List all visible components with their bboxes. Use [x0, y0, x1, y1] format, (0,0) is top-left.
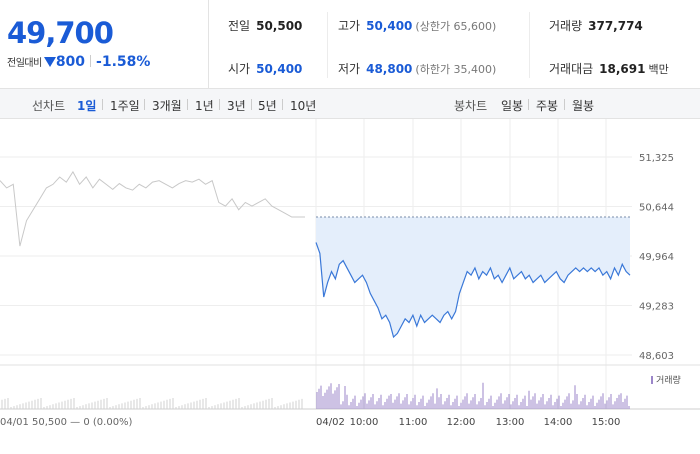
- trade-amount: 거래대금 18,691 백만: [549, 62, 669, 76]
- trade-amount-value: 18,691: [599, 62, 646, 76]
- change-rate: -1.58%: [96, 54, 151, 70]
- line-chart-label: 선차트: [32, 99, 66, 113]
- volume-value: 377,774: [588, 19, 643, 33]
- tab-10-years[interactable]: 10년: [290, 99, 317, 113]
- quote-details: 전일 50,500 시가 50,400 고가 50,400 (상한가 65,600) 저…: [0, 0, 700, 89]
- tab-1-day[interactable]: 1일: [77, 99, 97, 113]
- tab-3-years[interactable]: 3년: [227, 99, 246, 113]
- prev-close: 전일 50,500: [228, 19, 303, 33]
- high-price: 고가 50,400 (상한가 65,600): [338, 19, 497, 33]
- candle-chart-label: 봉차트: [454, 99, 488, 113]
- y-tick-label: 51,325: [639, 153, 674, 164]
- prev-close-value: 50,500: [256, 19, 303, 33]
- tab-5-years[interactable]: 5년: [258, 99, 277, 113]
- current-price: 49,700: [7, 16, 114, 50]
- y-tick-label: 50,644: [639, 203, 674, 214]
- divider: [187, 99, 188, 110]
- tab-daily-candle[interactable]: 일봉: [501, 99, 524, 113]
- open-price-value: 50,400: [256, 62, 303, 76]
- change-label: 전일대비: [7, 58, 42, 69]
- previous-day-summary: 04/01 50,500 — 0 (0.00%): [0, 417, 133, 428]
- x-tick-label: 14:00: [544, 417, 573, 428]
- divider: [528, 99, 529, 110]
- tab-1-year[interactable]: 1년: [195, 99, 214, 113]
- divider: [102, 99, 103, 110]
- low-price: 저가 48,800 (하한가 35,400): [338, 62, 497, 76]
- tab-3-months[interactable]: 3개월: [152, 99, 182, 113]
- tab-weekly-candle[interactable]: 주봉: [536, 99, 559, 113]
- x-tick-label: 15:00: [592, 417, 621, 428]
- quote-summary: 49,700 전일대비 800 -1.58% 전일 50,500 시가 50,400 고…: [0, 0, 700, 89]
- open-price: 시가 50,400: [228, 62, 303, 76]
- trade-amount-unit: 백만: [648, 63, 669, 76]
- y-tick-label: 49,283: [639, 302, 674, 313]
- current-price-box: 49,700 전일대비 800 -1.58%: [0, 0, 209, 89]
- divider: [219, 99, 220, 110]
- x-tick-label: 04/02: [316, 417, 345, 428]
- change-amount: 800: [55, 54, 86, 70]
- divider: [251, 99, 252, 110]
- divider: [529, 12, 530, 78]
- upper-limit: (상한가 65,600): [415, 20, 497, 33]
- y-tick-label: 48,603: [639, 351, 674, 362]
- volume: 거래량 377,774: [549, 19, 643, 33]
- high-price-value: 50,400: [366, 19, 413, 33]
- price-chart[interactable]: 51,325 50,644 49,964 49,283 48,603 거래량 04/02 10…: [0, 119, 700, 450]
- price-line: [315, 242, 631, 339]
- divider: [327, 12, 328, 78]
- change-row: 전일대비 800 -1.58%: [7, 54, 150, 70]
- divider: [144, 99, 145, 110]
- divider: [564, 99, 565, 110]
- down-triangle-icon: [43, 57, 56, 67]
- previous-day-line: [0, 170, 305, 247]
- divider: [282, 99, 283, 110]
- x-tick-label: 13:00: [496, 417, 525, 428]
- tab-monthly-candle[interactable]: 월봉: [572, 99, 595, 113]
- x-tick-label: 12:00: [447, 417, 476, 428]
- volume-legend: 거래량: [656, 374, 681, 386]
- volume-legend-swatch: [651, 376, 653, 384]
- low-price-value: 48,800: [366, 62, 413, 76]
- lower-limit: (하한가 35,400): [415, 63, 497, 76]
- divider: [90, 55, 92, 67]
- x-tick-label: 10:00: [350, 417, 379, 428]
- chart-tabs: 선차트 1일 1주일 3개월 1년 3년 5년 10년 봉차트 일봉 주봉 월봉: [0, 89, 700, 119]
- y-tick-label: 49,964: [639, 252, 674, 263]
- fill-area: [316, 217, 630, 338]
- tab-1-week[interactable]: 1주일: [110, 99, 140, 113]
- x-tick-label: 11:00: [399, 417, 428, 428]
- chart-svg: 51,325 50,644 49,964 49,283 48,603 거래량 04/02 10…: [0, 119, 700, 428]
